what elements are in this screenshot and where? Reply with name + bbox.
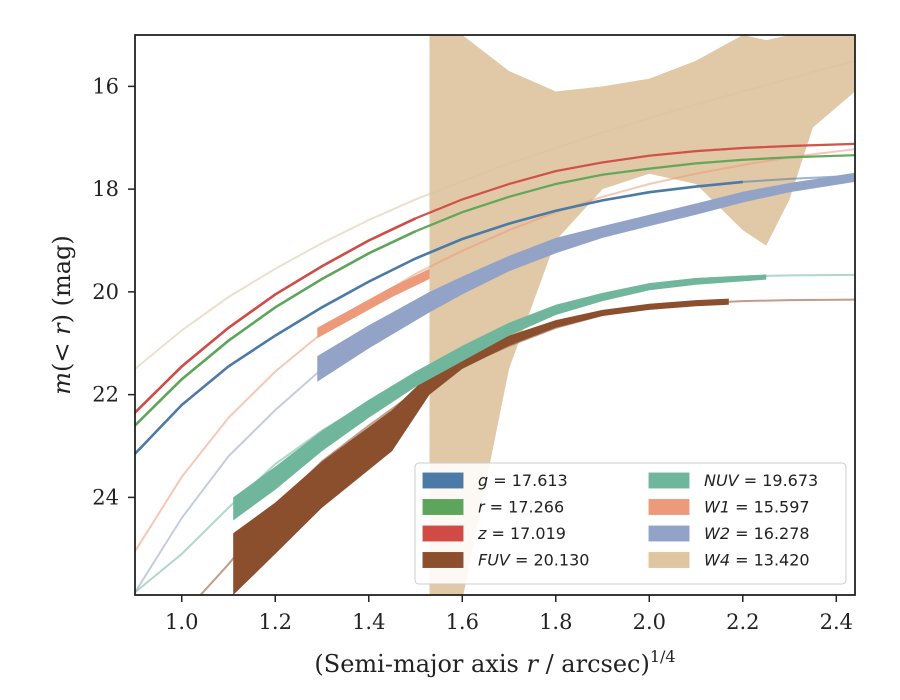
legend-swatch-w4 <box>648 552 690 568</box>
curve-lines <box>135 59 855 595</box>
legend-swatch-z <box>422 525 464 542</box>
y-tick-label: 24 <box>92 485 119 509</box>
curve-w1-faint <box>135 148 855 552</box>
x-tick-label: 1.2 <box>259 610 292 634</box>
band-w4 <box>429 35 855 595</box>
y-tick-label: 22 <box>92 383 119 407</box>
legend-label-w1: W1 = 15.597 <box>704 498 810 517</box>
x-tick-label: 1.4 <box>352 610 385 634</box>
y-axis-ticks: 16 18 20 22 24 <box>92 74 135 509</box>
legend-swatch-r <box>422 499 464 515</box>
y-tick-label: 20 <box>92 280 119 304</box>
x-tick-label: 1.6 <box>446 610 479 634</box>
legend: g = 17.613 r = 17.266 z = 17.019 FUV = 20.1… <box>414 462 847 585</box>
curve-z-continuation <box>415 142 855 220</box>
x-tick-label: 2.4 <box>820 610 853 634</box>
curve-g-bold <box>135 180 743 455</box>
legend-swatch-nuv <box>648 472 690 489</box>
y-axis-label: m(< r) (mag) <box>48 235 76 395</box>
x-tick-label: 2.2 <box>726 610 759 634</box>
y-tick-label: 16 <box>92 74 119 98</box>
legend-label-fuv: FUV = 20.130 <box>478 551 589 570</box>
curve-w4-faint <box>135 59 855 370</box>
legend-box <box>414 462 847 585</box>
legend-swatch-g <box>422 472 464 489</box>
y-tick-label: 18 <box>92 177 119 201</box>
legend-label-g: g = 17.613 <box>478 471 568 490</box>
legend-label-w2: W2 = 16.278 <box>704 524 810 543</box>
legend-label-w4: W4 = 13.420 <box>704 551 810 570</box>
legend-swatch-fuv <box>422 552 464 568</box>
legend-swatch-w2 <box>648 525 690 542</box>
x-axis-label: (Semi-major axis r / arcsec)1/4 <box>314 647 675 678</box>
x-tick-label: 2.0 <box>633 610 666 634</box>
x-tick-label: 1.8 <box>539 610 572 634</box>
curve-r-bold <box>135 230 417 427</box>
plot-frame <box>134 34 856 596</box>
legend-label-r: r = 17.266 <box>478 498 564 517</box>
curve-z-bold <box>135 217 417 414</box>
legend-swatch-w1 <box>648 499 690 515</box>
plot-area <box>135 35 855 595</box>
uncertainty-bands <box>429 35 855 595</box>
legend-items: g = 17.613 r = 17.266 z = 17.019 FUV = 20.1… <box>422 471 818 570</box>
band-fuv <box>233 298 729 595</box>
x-tick-label: 1.0 <box>165 610 198 634</box>
band-w1 <box>317 268 430 339</box>
curve-r-continuation <box>415 154 855 233</box>
legend-label-z: z = 17.019 <box>477 524 566 543</box>
x-axis-ticks: 1.0 1.2 1.4 1.6 1.8 2.0 2.2 2.4 <box>165 595 853 634</box>
legend-label-nuv: NUV = 19.673 <box>704 471 818 490</box>
